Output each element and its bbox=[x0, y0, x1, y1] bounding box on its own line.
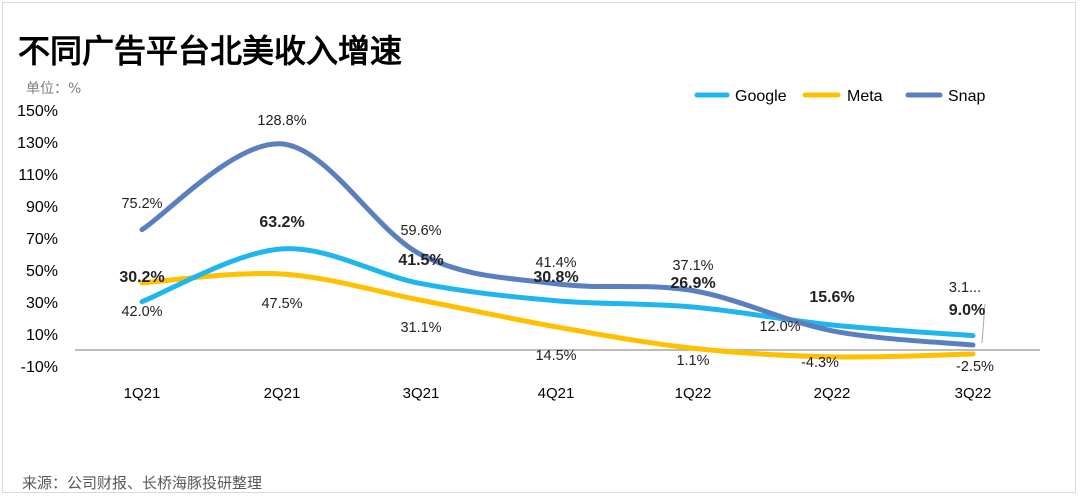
source-note: 来源：公司财报、长桥海豚投研整理 bbox=[22, 474, 263, 492]
data-label-meta: 31.1% bbox=[400, 320, 441, 336]
y-tick-label: 150% bbox=[17, 103, 58, 120]
x-tick-label: 4Q21 bbox=[538, 385, 575, 402]
data-label-meta: 1.1% bbox=[676, 353, 709, 369]
x-tick-label: 1Q21 bbox=[124, 385, 161, 402]
y-tick-label: 70% bbox=[26, 231, 58, 248]
data-label-snap: 37.1% bbox=[672, 258, 713, 274]
data-label-google: 41.5% bbox=[398, 252, 443, 269]
legend-label-meta: Meta bbox=[847, 88, 883, 105]
x-tick-label: 2Q21 bbox=[264, 385, 301, 402]
data-label-snap: 59.6% bbox=[400, 223, 441, 239]
series-line-snap bbox=[139, 141, 976, 348]
data-label-google: 26.9% bbox=[670, 275, 715, 292]
y-tick-label: -10% bbox=[21, 359, 58, 376]
data-label-snap: 12.0% bbox=[759, 319, 800, 335]
legend-label-google: Google bbox=[735, 88, 787, 105]
data-label-snap: 75.2% bbox=[121, 196, 162, 212]
data-label-snap: 128.8% bbox=[257, 113, 306, 129]
data-label-meta: -2.5% bbox=[956, 359, 994, 375]
series-line-meta bbox=[139, 271, 976, 360]
y-tick-label: 90% bbox=[26, 199, 58, 216]
y-tick-label: 50% bbox=[26, 263, 58, 280]
chart-title: 不同广告平台北美收入增速 bbox=[18, 32, 403, 70]
unit-label: 单位：% bbox=[26, 81, 82, 97]
data-label-meta: 14.5% bbox=[535, 348, 576, 364]
data-label-google: 30.8% bbox=[533, 269, 578, 286]
y-tick-label: 110% bbox=[18, 167, 58, 184]
x-tick-label: 3Q22 bbox=[955, 385, 992, 402]
x-tick-label: 2Q22 bbox=[814, 385, 851, 402]
data-label-meta: 47.5% bbox=[261, 296, 302, 312]
data-label-google: 9.0% bbox=[949, 302, 985, 319]
label-leader-line bbox=[981, 303, 986, 344]
data-label-google: 15.6% bbox=[809, 289, 854, 306]
x-tick-label: 1Q22 bbox=[675, 385, 712, 402]
y-tick-label: 30% bbox=[26, 295, 58, 312]
data-label-meta: -4.3% bbox=[801, 355, 839, 371]
y-tick-label: 10% bbox=[26, 327, 58, 344]
x-tick-label: 3Q21 bbox=[403, 385, 440, 402]
series-line-google bbox=[139, 246, 976, 339]
data-label-google: 30.2% bbox=[119, 269, 164, 286]
y-tick-label: 130% bbox=[17, 135, 58, 152]
data-label-meta: 42.0% bbox=[121, 304, 162, 320]
data-label-snap: 3.1... bbox=[949, 280, 981, 296]
data-label-snap: 41.4% bbox=[535, 255, 576, 271]
data-label-google: 63.2% bbox=[259, 214, 304, 231]
legend-label-snap: Snap bbox=[948, 88, 985, 105]
